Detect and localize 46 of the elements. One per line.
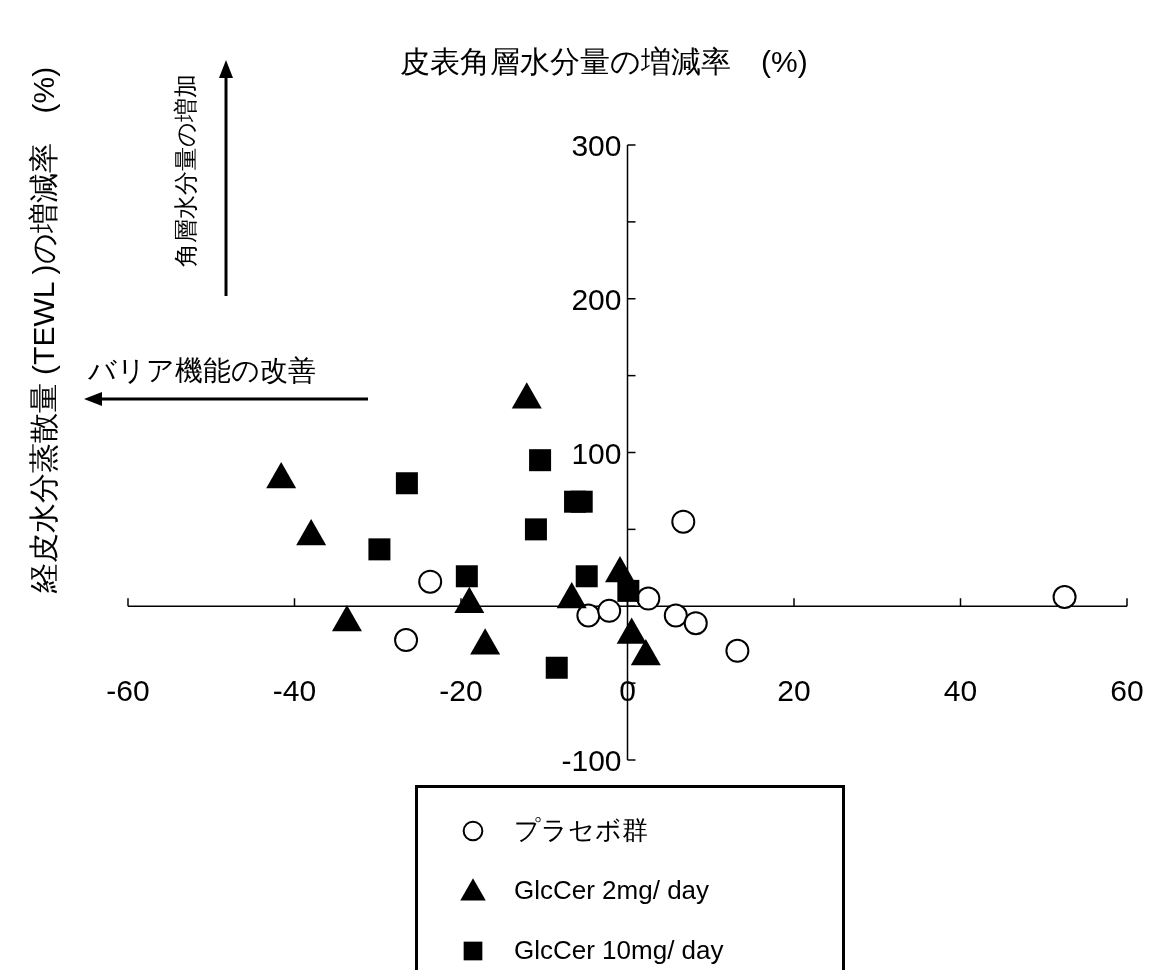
y-tick-label: 100 <box>571 436 622 470</box>
point <box>616 617 647 644</box>
x-tick-label: 20 <box>777 674 811 708</box>
point <box>368 538 391 561</box>
legend-label: プラセボ群 <box>514 813 648 847</box>
point <box>331 605 362 632</box>
y-tick-label: 300 <box>571 129 622 162</box>
point <box>418 569 443 594</box>
point <box>663 603 688 628</box>
y-axis-title: 経皮水分蒸散量 (TEWL )の増減率 (%) <box>25 66 61 594</box>
point <box>296 518 327 546</box>
y-tick-label: -100 <box>561 744 622 777</box>
point <box>576 603 601 628</box>
x-tick-label: 40 <box>943 674 978 708</box>
point <box>575 565 598 588</box>
point <box>630 638 661 666</box>
x-tick-label: -60 <box>106 674 150 708</box>
point <box>455 565 478 588</box>
chart-title: 皮表角層水分量の増減率 (%) <box>400 44 808 80</box>
point <box>266 462 297 489</box>
x-tick-label: -40 <box>272 674 317 708</box>
point <box>395 472 418 495</box>
point <box>556 582 587 609</box>
legend-label: GlcCer 2mg/ day <box>514 874 710 906</box>
point <box>511 382 542 409</box>
point <box>683 611 708 636</box>
point <box>524 518 547 541</box>
point <box>617 579 640 602</box>
point <box>725 638 750 663</box>
y-tick-label: 200 <box>571 282 622 316</box>
point <box>470 628 501 655</box>
point <box>529 449 552 472</box>
x-tick-label: 60 <box>1110 674 1144 708</box>
point <box>636 586 661 611</box>
point <box>454 586 485 613</box>
point <box>545 656 568 679</box>
x-tick-label: -20 <box>439 674 483 708</box>
point <box>570 490 593 513</box>
point <box>605 555 636 583</box>
legend-label: GlcCer 10mg/ day <box>514 934 724 966</box>
point <box>394 628 419 653</box>
annotation: 角層水分量の増加 <box>171 73 200 267</box>
annotation: バリア機能の改善 <box>88 354 316 388</box>
point <box>1052 585 1077 610</box>
point <box>671 509 696 534</box>
point <box>597 598 622 623</box>
